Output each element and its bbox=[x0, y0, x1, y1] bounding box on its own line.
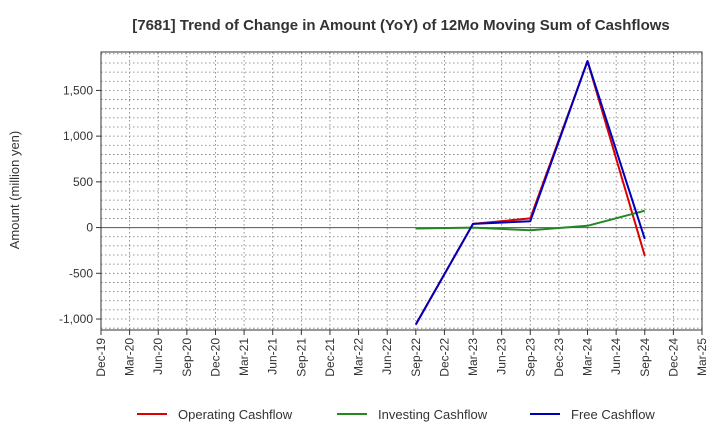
y-tick-label: -500 bbox=[69, 266, 93, 280]
free-cashflow-line bbox=[414, 60, 646, 325]
x-tick-label: Dec-23 bbox=[552, 338, 566, 377]
free-cashflow-legend-label: Free Cashflow bbox=[571, 407, 655, 422]
x-tick-label: Mar-22 bbox=[352, 338, 366, 376]
x-tick-label: Mar-23 bbox=[466, 338, 480, 376]
x-tick-label: Mar-21 bbox=[237, 338, 251, 376]
x-tick-label: Jun-20 bbox=[151, 338, 165, 375]
x-tick-label: Sep-23 bbox=[523, 338, 537, 377]
x-tick-label: Sep-20 bbox=[180, 338, 194, 377]
x-axis-ticks: Dec-19 Mar-20 Jun-20 Sep-20 Dec-20 Mar-21 Jun-… bbox=[94, 330, 709, 377]
x-tick-label: Dec-22 bbox=[437, 338, 451, 377]
x-tick-label: Sep-24 bbox=[638, 338, 652, 377]
y-tick-label: 1,000 bbox=[63, 129, 93, 143]
legend: Operating Cashflow Investing Cashflow Free… bbox=[137, 407, 655, 422]
x-tick-label: Jun-23 bbox=[495, 338, 509, 375]
y-axis-ticks: -1,000 -500 0 500 1,000 1,500 bbox=[59, 83, 101, 326]
chart-title: [7681] Trend of Change in Amount (YoY) o… bbox=[132, 17, 670, 34]
x-tick-label: Dec-24 bbox=[666, 338, 680, 377]
x-tick-label: Dec-20 bbox=[208, 338, 222, 377]
x-tick-label: Sep-21 bbox=[294, 338, 308, 377]
x-tick-label: Dec-21 bbox=[323, 338, 337, 377]
x-tick-label: Sep-22 bbox=[409, 338, 423, 377]
x-tick-label: Mar-20 bbox=[123, 338, 137, 376]
plot-frame bbox=[100, 51, 703, 331]
y-axis-label: Amount (million yen) bbox=[7, 131, 22, 250]
x-tick-label: Dec-19 bbox=[94, 338, 108, 377]
series-lines bbox=[414, 60, 646, 325]
y-tick-label: 0 bbox=[86, 221, 93, 235]
x-tick-label: Mar-25 bbox=[695, 338, 709, 376]
x-tick-label: Jun-22 bbox=[380, 338, 394, 375]
y-tick-label: 500 bbox=[73, 175, 93, 189]
x-tick-label: Mar-24 bbox=[581, 338, 595, 376]
operating-cashflow-legend-label: Operating Cashflow bbox=[178, 407, 293, 422]
investing-cashflow-line bbox=[415, 209, 646, 232]
x-tick-label: Jun-21 bbox=[266, 338, 280, 375]
investing-cashflow-legend-label: Investing Cashflow bbox=[378, 407, 488, 422]
x-tick-label: Jun-24 bbox=[609, 338, 623, 375]
grid bbox=[101, 52, 702, 330]
y-tick-label: -1,000 bbox=[59, 312, 93, 326]
y-tick-label: 1,500 bbox=[63, 83, 93, 97]
